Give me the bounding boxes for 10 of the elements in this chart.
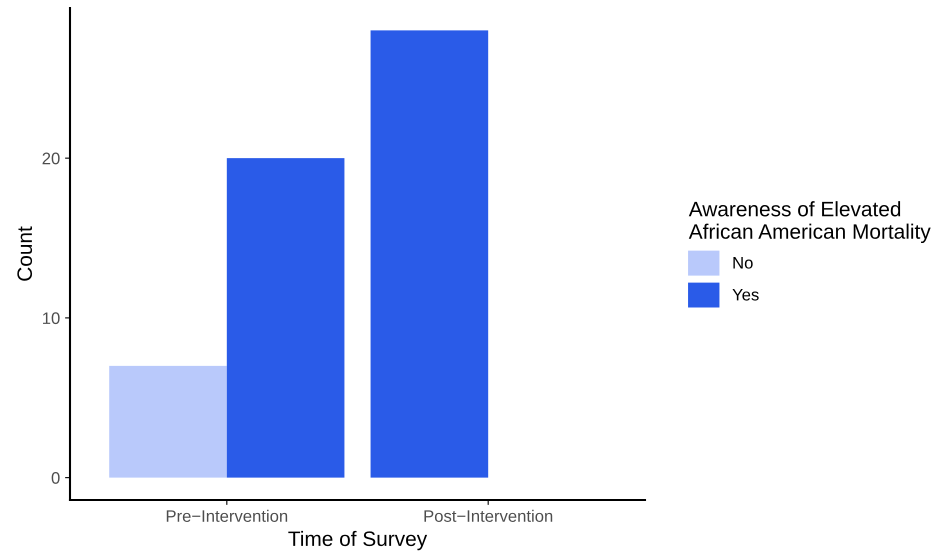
- x-tick-label: Post−Intervention: [424, 510, 552, 522]
- legend-label: No: [733, 257, 753, 269]
- y-tick-label: 20: [42, 152, 60, 164]
- y-tick-label: 10: [43, 312, 60, 324]
- legend-label: Yes: [732, 288, 759, 301]
- y-tick-label: 0: [52, 472, 60, 484]
- x-tick-label: Pre−Intervention: [166, 510, 288, 522]
- legend-title: Awareness of Elevated African American Mortality: [688, 201, 931, 244]
- y-axis-title: Count: [17, 226, 32, 281]
- x-axis-title: Time of Survey: [288, 530, 428, 550]
